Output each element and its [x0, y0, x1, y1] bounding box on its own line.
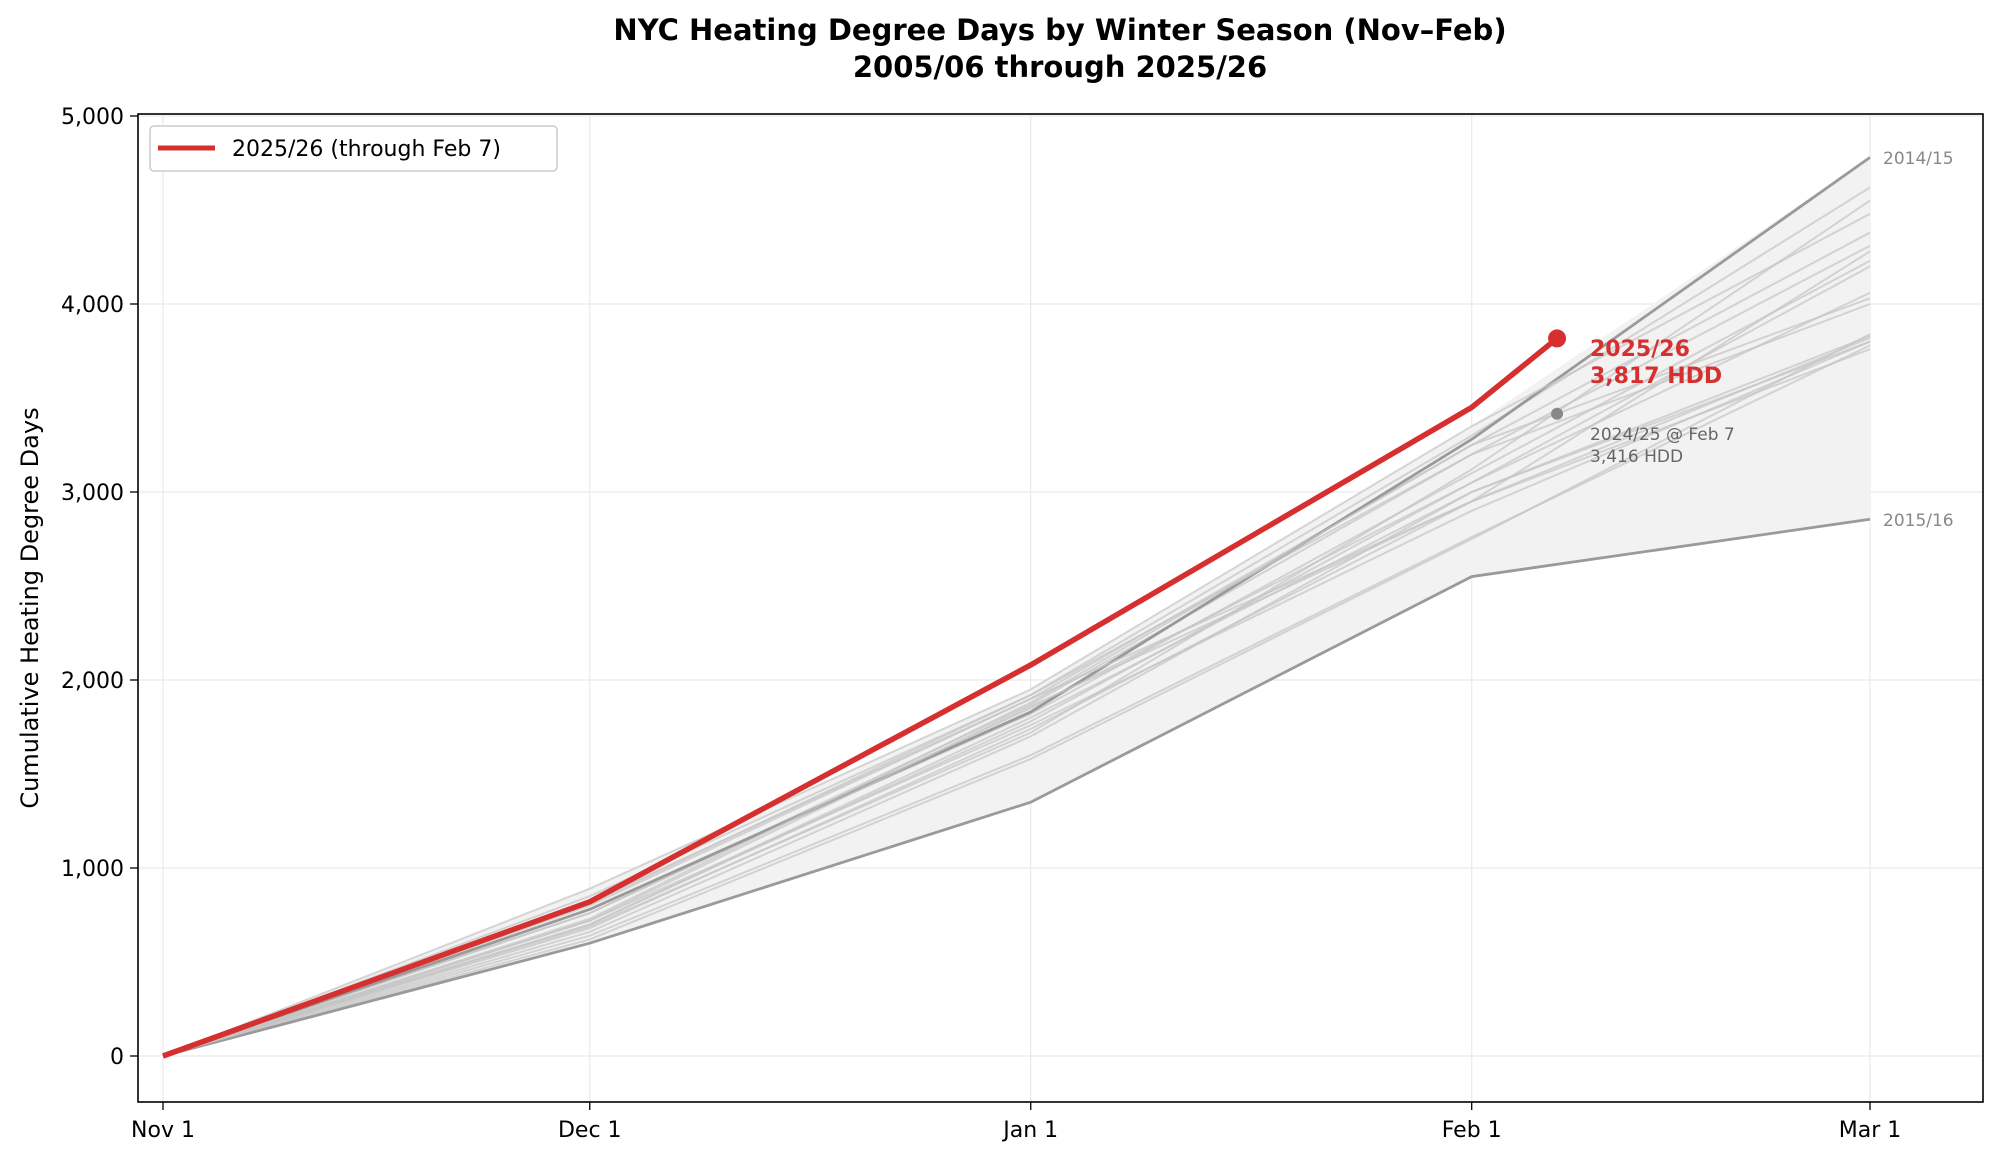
current-season-line	[162, 329, 1567, 1059]
legend: 2025/26 (through Feb 7)	[149, 125, 558, 172]
prior-value: 3,416 HDD	[1590, 447, 1683, 467]
gridlines	[138, 114, 1983, 1102]
season-line-2017-18	[162, 297, 1871, 1057]
plot-frame	[137, 113, 1984, 1103]
annotations: 2025/26 3,817 HDD 2024/25 @ Feb 7 3,416 …	[1590, 149, 1954, 531]
y-tick-label: 3,000	[61, 481, 124, 506]
x-tick-label: Feb 1	[1442, 1118, 1502, 1143]
min-season-label: 2015/16	[1883, 511, 1954, 531]
y-tick-label: 4,000	[61, 293, 124, 318]
legend-label-current: 2025/26 (through Feb 7)	[232, 137, 501, 162]
prior-season-marker	[1551, 407, 1564, 420]
historical-lines	[162, 156, 1871, 1058]
season-line-2022-23	[162, 340, 1871, 1057]
season-line-2025-26	[162, 336, 1559, 1059]
current-endpoint-marker	[1548, 329, 1567, 348]
prior-label: 2024/25 @ Feb 7	[1590, 425, 1735, 445]
season-line-2023-24	[162, 335, 1871, 1057]
y-tick-label: 5,000	[61, 105, 124, 130]
y-tick-label: 0	[110, 1045, 124, 1070]
y-tick-label: 2,000	[61, 669, 124, 694]
season-line-2013-14	[162, 186, 1871, 1057]
x-tick-label: Dec 1	[558, 1118, 622, 1143]
season-line-2010-11	[162, 244, 1871, 1057]
current-value: 3,817 HDD	[1590, 364, 1722, 389]
season-line-2006-07	[162, 333, 1871, 1057]
season-line-2011-12	[162, 344, 1871, 1057]
x-tick-label: Mar 1	[1839, 1118, 1902, 1143]
x-tick-label: Nov 1	[131, 1118, 195, 1143]
current-label: 2025/26	[1590, 337, 1690, 362]
legend-box	[149, 125, 558, 172]
season-line-2009-10	[162, 265, 1871, 1057]
max-season-label: 2014/15	[1883, 149, 1954, 169]
season-line-2015-16	[162, 517, 1871, 1058]
y-axis-label: Cumulative Heating Degree Days	[16, 407, 44, 808]
range-band	[163, 157, 1870, 1057]
season-line-2014-15	[162, 156, 1871, 1058]
axis-ticks: Nov 1 Dec 1 Jan 1 Feb 1 Mar 1 0 1,000 2,000 3,00…	[61, 105, 1901, 1143]
season-line-2018-19	[162, 212, 1871, 1057]
chart-title: NYC Heating Degree Days by Winter Season…	[613, 13, 1506, 47]
x-tick-label: Jan 1	[1001, 1118, 1058, 1143]
min-max-band	[163, 157, 1870, 1057]
season-line-2021-22	[162, 199, 1871, 1057]
y-tick-label: 1,000	[61, 857, 124, 882]
season-line-2020-21	[162, 250, 1871, 1057]
chart-subtitle: 2005/06 through 2025/26	[853, 50, 1267, 84]
